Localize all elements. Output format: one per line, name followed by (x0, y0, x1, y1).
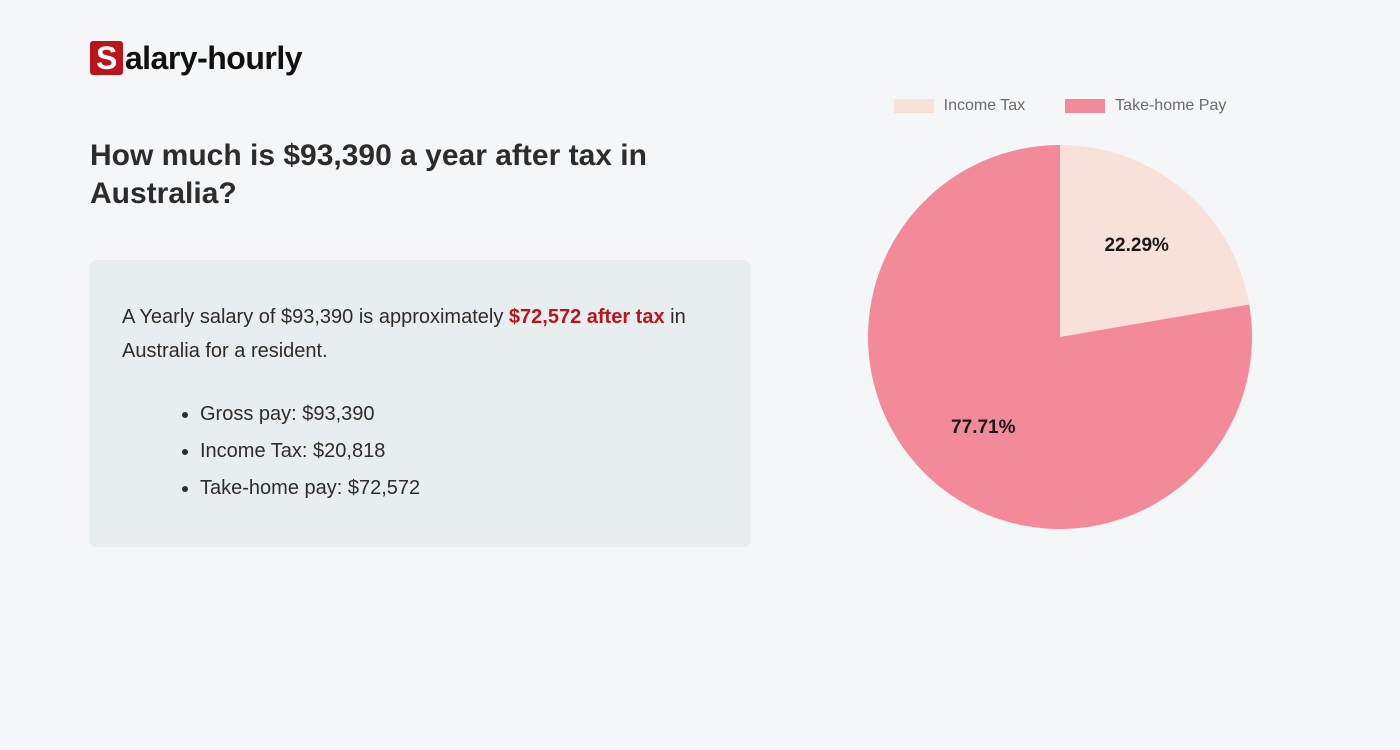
logo-text: alary-hourly (125, 40, 302, 76)
slice-label: 22.29% (1104, 235, 1168, 257)
legend-swatch (1065, 99, 1105, 113)
pie-svg (850, 127, 1270, 547)
list-item: Gross pay: $93,390 (200, 396, 718, 433)
site-logo: Salary-hourly (90, 40, 1310, 77)
legend-swatch (894, 99, 934, 113)
left-column: How much is $93,390 a year after tax in … (90, 137, 750, 547)
logo-badge: S (90, 41, 123, 75)
legend-item: Take-home Pay (1065, 97, 1226, 115)
slice-label: 77.71% (951, 417, 1015, 439)
summary-sentence: A Yearly salary of $93,390 is approximat… (122, 300, 718, 368)
legend-label: Take-home Pay (1115, 97, 1226, 115)
legend-label: Income Tax (944, 97, 1026, 115)
summary-box: A Yearly salary of $93,390 is approximat… (90, 260, 750, 547)
legend-item: Income Tax (894, 97, 1026, 115)
summary-list: Gross pay: $93,390 Income Tax: $20,818 T… (122, 396, 718, 507)
chart-column: Income Tax Take-home Pay 22.29% 77.71% (810, 97, 1310, 547)
list-item: Take-home pay: $72,572 (200, 470, 718, 507)
pie-chart: 22.29% 77.71% (850, 127, 1270, 547)
chart-legend: Income Tax Take-home Pay (810, 97, 1310, 115)
summary-prefix: A Yearly salary of $93,390 is approximat… (122, 306, 509, 328)
summary-highlight: $72,572 after tax (509, 306, 665, 328)
list-item: Income Tax: $20,818 (200, 433, 718, 470)
page-heading: How much is $93,390 a year after tax in … (90, 137, 750, 212)
content-row: How much is $93,390 a year after tax in … (90, 137, 1310, 547)
